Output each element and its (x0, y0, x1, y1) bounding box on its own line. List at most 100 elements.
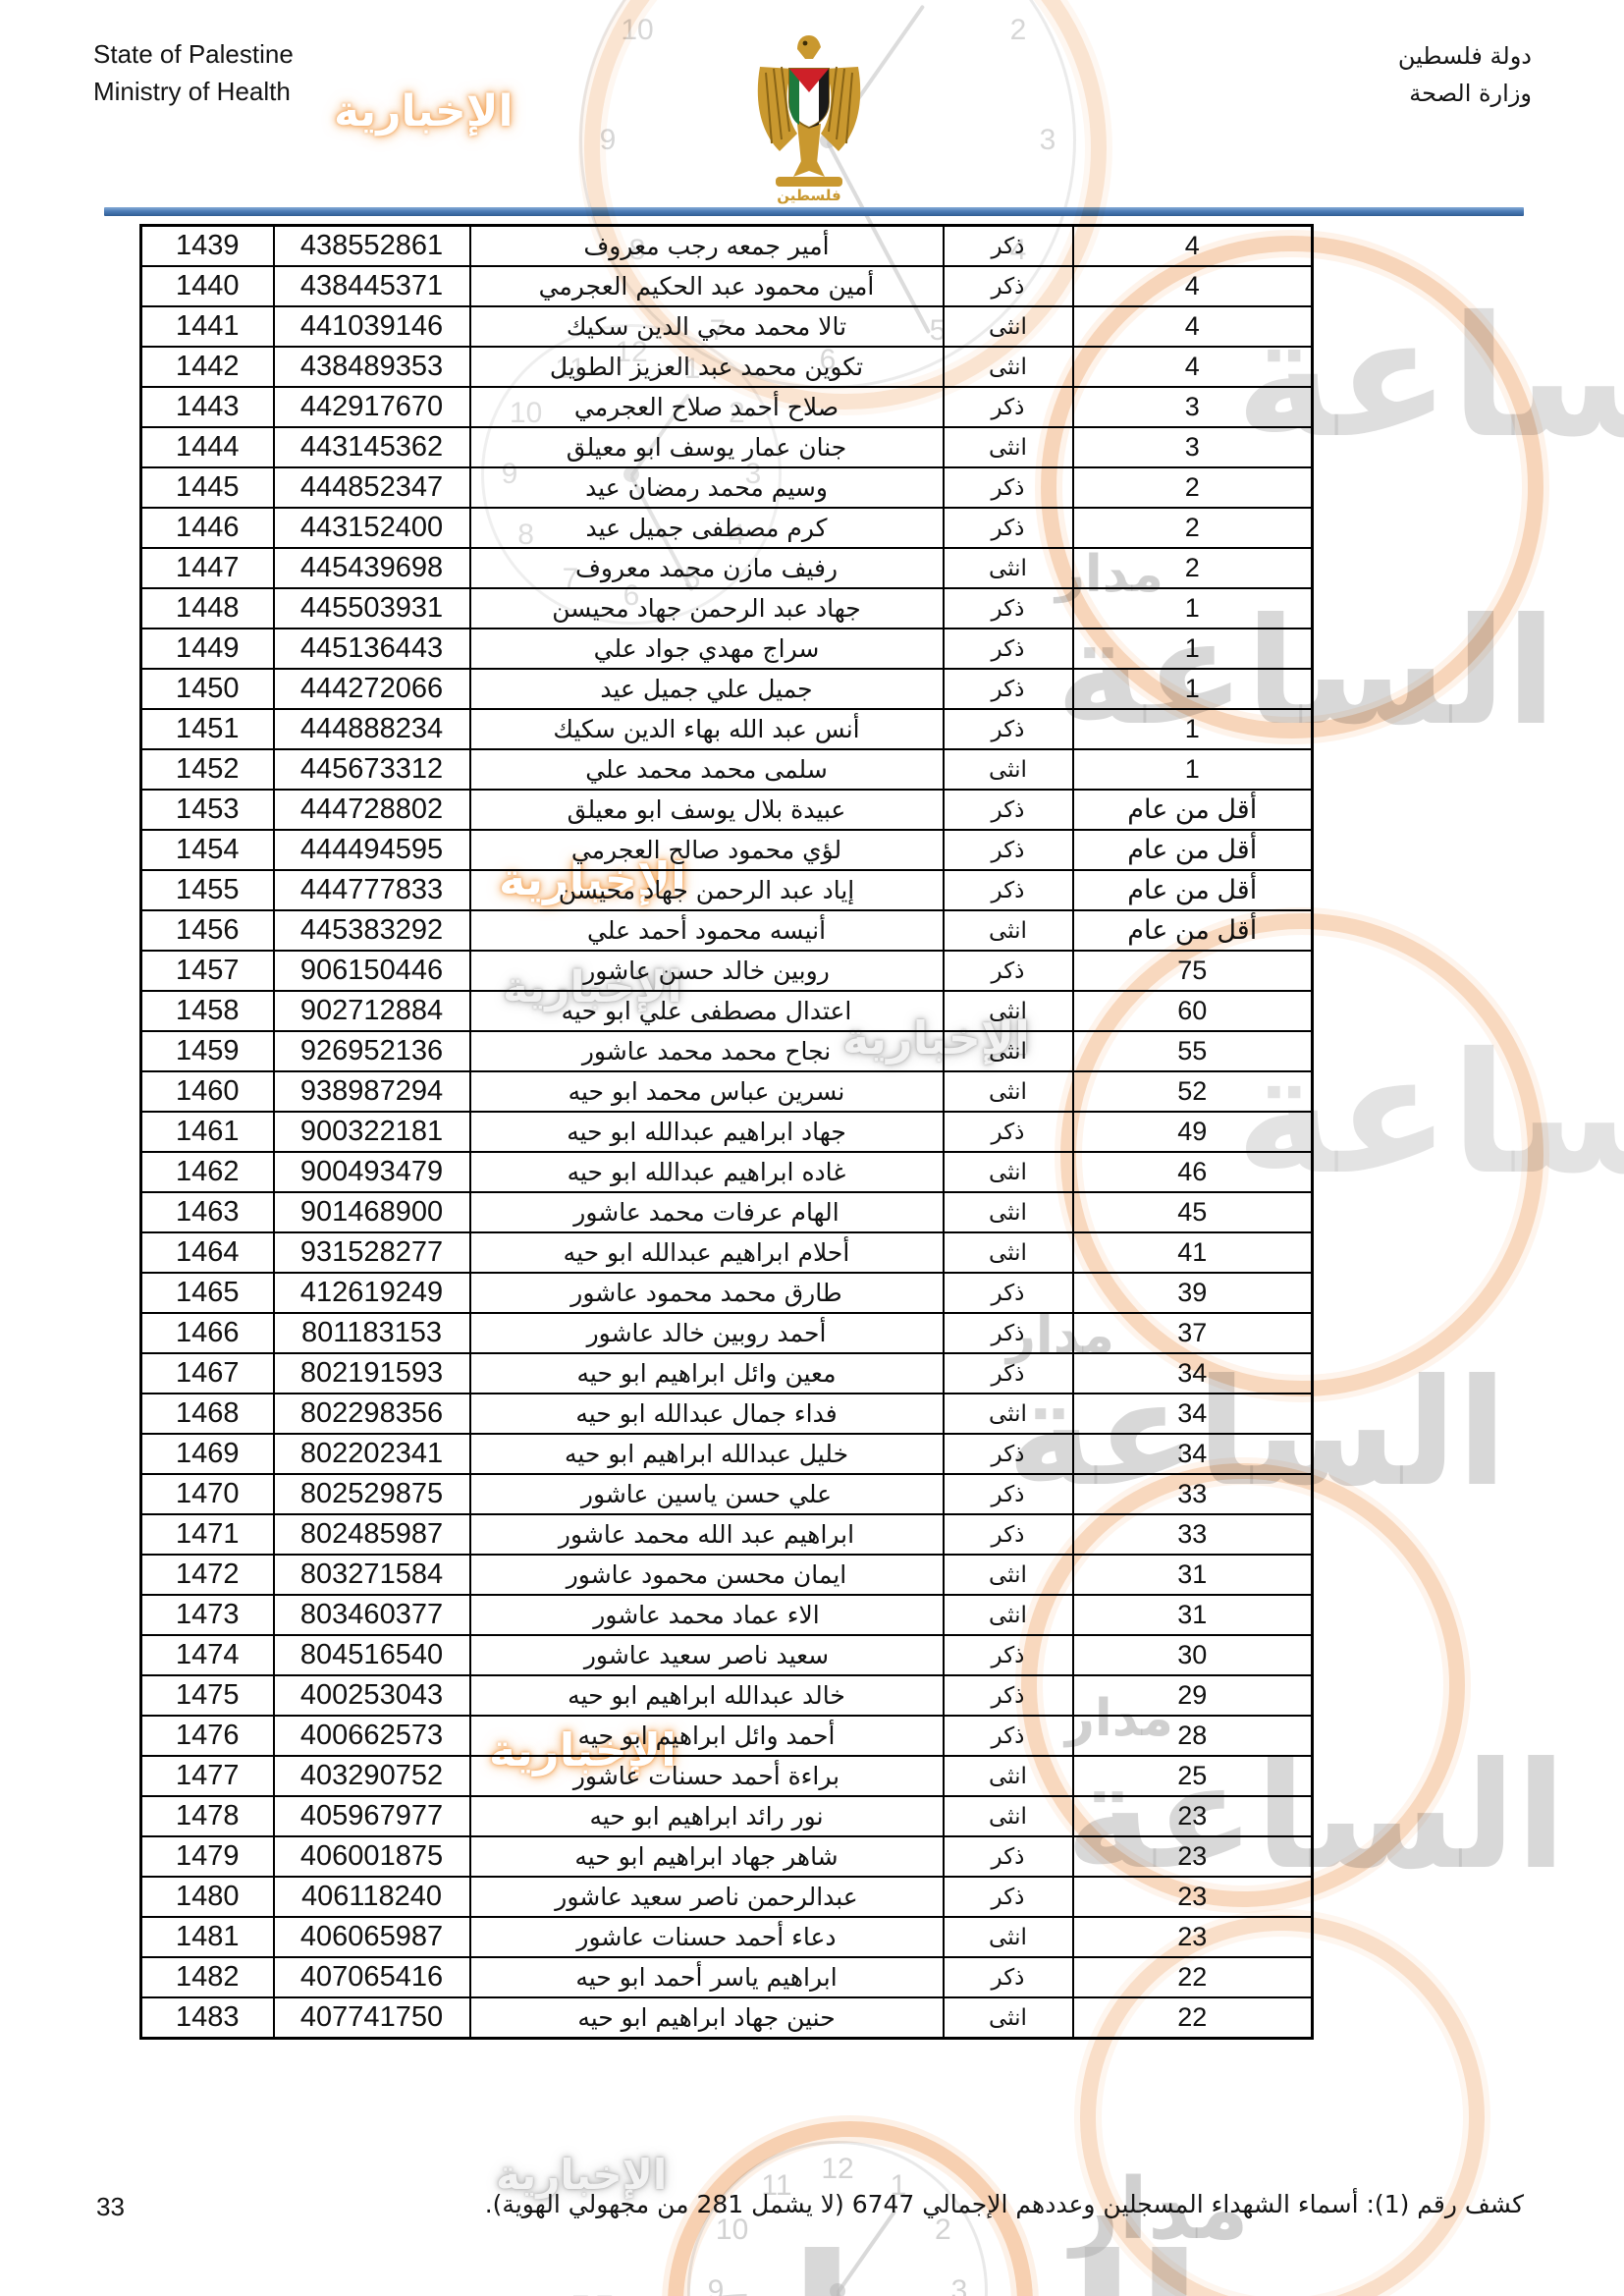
cell-gender: انثى (942, 305, 1074, 348)
cell-age: 60 (1071, 990, 1314, 1032)
cell-serial: 1457 (139, 950, 275, 992)
table-row: 1440 438445371 أمين محمود عبد الحكيم العجر… (139, 265, 1314, 307)
cell-name: عبدالرحمن ناصر سعيد عاشور (468, 1876, 945, 1918)
cell-age: 34 (1071, 1352, 1314, 1394)
table-row: 1473 803460377 الاء عماد محمد عاشور انثى 31 (139, 1594, 1314, 1636)
cell-serial: 1443 (139, 386, 275, 428)
cell-serial: 1455 (139, 869, 275, 911)
header-dawlat-falastin: دولة فلسطين (1397, 42, 1532, 70)
header-divider-line (104, 207, 1524, 216)
cell-name: خليل عبدالله ابراهيم ابو حيه (468, 1433, 945, 1475)
table-row: 1450 444272066 جميل علي جميل عيد ذكر 1 (139, 668, 1314, 710)
cell-age: 55 (1071, 1030, 1314, 1072)
cell-name: خالد عبدالله ابراهيم ابو حيه (468, 1674, 945, 1717)
cell-id: 900322181 (272, 1111, 471, 1153)
cell-serial: 1448 (139, 587, 275, 629)
cell-id: 443152400 (272, 507, 471, 549)
table-row: 1442 438489353 تكوين محمد عبد العزيز الطوي… (139, 346, 1314, 388)
table-row: 1475 400253043 خالد عبدالله ابراهيم ابو حي… (139, 1674, 1314, 1717)
cell-age: 22 (1071, 1956, 1314, 1998)
table-row: 1444 443145362 جنان عمار يوسف ابو معيلق انث… (139, 426, 1314, 468)
cell-name: أنيسه محمود أحمد علي (468, 909, 945, 952)
cell-gender: انثى (942, 426, 1074, 468)
cell-id: 445136443 (272, 628, 471, 670)
cell-age: 2 (1071, 547, 1314, 589)
table-row: 1479 406001875 شاهر جهاد ابراهيم ابو حيه ذك… (139, 1835, 1314, 1878)
cell-serial: 1446 (139, 507, 275, 549)
cell-gender: ذكر (942, 829, 1074, 871)
cell-gender: انثى (942, 1795, 1074, 1837)
table-row: 1439 438552861 أمير جمعه رجب معروف ذكر 4 (139, 224, 1314, 267)
cell-serial: 1483 (139, 1996, 275, 2040)
cell-id: 926952136 (272, 1030, 471, 1072)
cell-age: 1 (1071, 628, 1314, 670)
cell-age: 45 (1071, 1191, 1314, 1233)
header-ministry-of-health: Ministry of Health (93, 77, 291, 106)
table-row: 1481 406065987 دعاء أحمد حسنات عاشور انثى 23 (139, 1916, 1314, 1958)
cell-serial: 1462 (139, 1151, 275, 1193)
cell-id: 802202341 (272, 1433, 471, 1475)
cell-name: ايمان محسن محمود عاشور (468, 1554, 945, 1596)
cell-age: 46 (1071, 1151, 1314, 1193)
header-english: State of Palestine Ministry of Health (93, 35, 294, 110)
cell-gender: ذكر (942, 1513, 1074, 1556)
table-row: 1445 444852347 وسيم محمد رمضان عيد ذكر 2 (139, 466, 1314, 509)
cell-serial: 1442 (139, 346, 275, 388)
cell-name: معين وائل ابراهيم ابو حيه (468, 1352, 945, 1394)
cell-id: 802529875 (272, 1473, 471, 1515)
cell-age: 31 (1071, 1594, 1314, 1636)
cell-age: 33 (1071, 1473, 1314, 1515)
cell-id: 405967977 (272, 1795, 471, 1837)
cell-age: 25 (1071, 1755, 1314, 1797)
cell-age: 2 (1071, 507, 1314, 549)
cell-gender: ذكر (942, 466, 1074, 509)
cell-name: جهاد عبد الرحمن جهاد محيسن (468, 587, 945, 629)
cell-name: تكوين محمد عبد العزيز الطويل (468, 346, 945, 388)
cell-age: 3 (1071, 386, 1314, 428)
cell-serial: 1445 (139, 466, 275, 509)
cell-gender: انثى (942, 1393, 1074, 1435)
cell-name: ابراهيم ياسر أحمد ابو حيه (468, 1956, 945, 1998)
cell-name: اعتدال مصطفى علي ابو حيه (468, 990, 945, 1032)
cell-gender: انثى (942, 1554, 1074, 1596)
cell-serial: 1477 (139, 1755, 275, 1797)
table-row: 1480 406118240 عبدالرحمن ناصر سعيد عاشور ذك… (139, 1876, 1314, 1918)
cell-age: 29 (1071, 1674, 1314, 1717)
cell-age: 1 (1071, 708, 1314, 750)
cell-name: لؤي محمود صالح العجرمي (468, 829, 945, 871)
cell-serial: 1461 (139, 1111, 275, 1153)
cell-age: 39 (1071, 1272, 1314, 1314)
cell-serial: 1466 (139, 1312, 275, 1354)
cell-age: 34 (1071, 1433, 1314, 1475)
cell-name: الهام عرفات محمد عاشور (468, 1191, 945, 1233)
cell-gender: انثى (942, 909, 1074, 952)
cell-gender: ذكر (942, 265, 1074, 307)
cell-id: 403290752 (272, 1755, 471, 1797)
table-row: 1464 931528277 أحلام ابراهيم عبدالله ابو ح… (139, 1231, 1314, 1274)
cell-name: نجاح محمد محمد عاشور (468, 1030, 945, 1072)
cell-id: 400662573 (272, 1715, 471, 1757)
cell-gender: ذكر (942, 668, 1074, 710)
cell-name: سلمى محمد محمد علي (468, 748, 945, 791)
cell-age: أقل من عام (1071, 789, 1314, 831)
cell-serial: 1449 (139, 628, 275, 670)
cell-id: 400253043 (272, 1674, 471, 1717)
header-arabic: دولة فلسطين وزارة الصحة (1398, 37, 1532, 112)
cell-age: 75 (1071, 950, 1314, 992)
cell-serial: 1440 (139, 265, 275, 307)
cell-gender: ذكر (942, 628, 1074, 670)
cell-age: 4 (1071, 305, 1314, 348)
cell-name: روبين خالد حسن عاشور (468, 950, 945, 992)
cell-name: فداء جمال عبدالله ابو حيه (468, 1393, 945, 1435)
cell-serial: 1444 (139, 426, 275, 468)
cell-gender: ذكر (942, 1876, 1074, 1918)
cell-serial: 1451 (139, 708, 275, 750)
table-row: 1483 407741750 حنين جهاد ابراهيم ابو حيه ان… (139, 1996, 1314, 2040)
cell-gender: انثى (942, 547, 1074, 589)
cell-id: 444888234 (272, 708, 471, 750)
cell-gender: ذكر (942, 587, 1074, 629)
cell-gender: ذكر (942, 708, 1074, 750)
cell-serial: 1465 (139, 1272, 275, 1314)
cell-serial: 1453 (139, 789, 275, 831)
